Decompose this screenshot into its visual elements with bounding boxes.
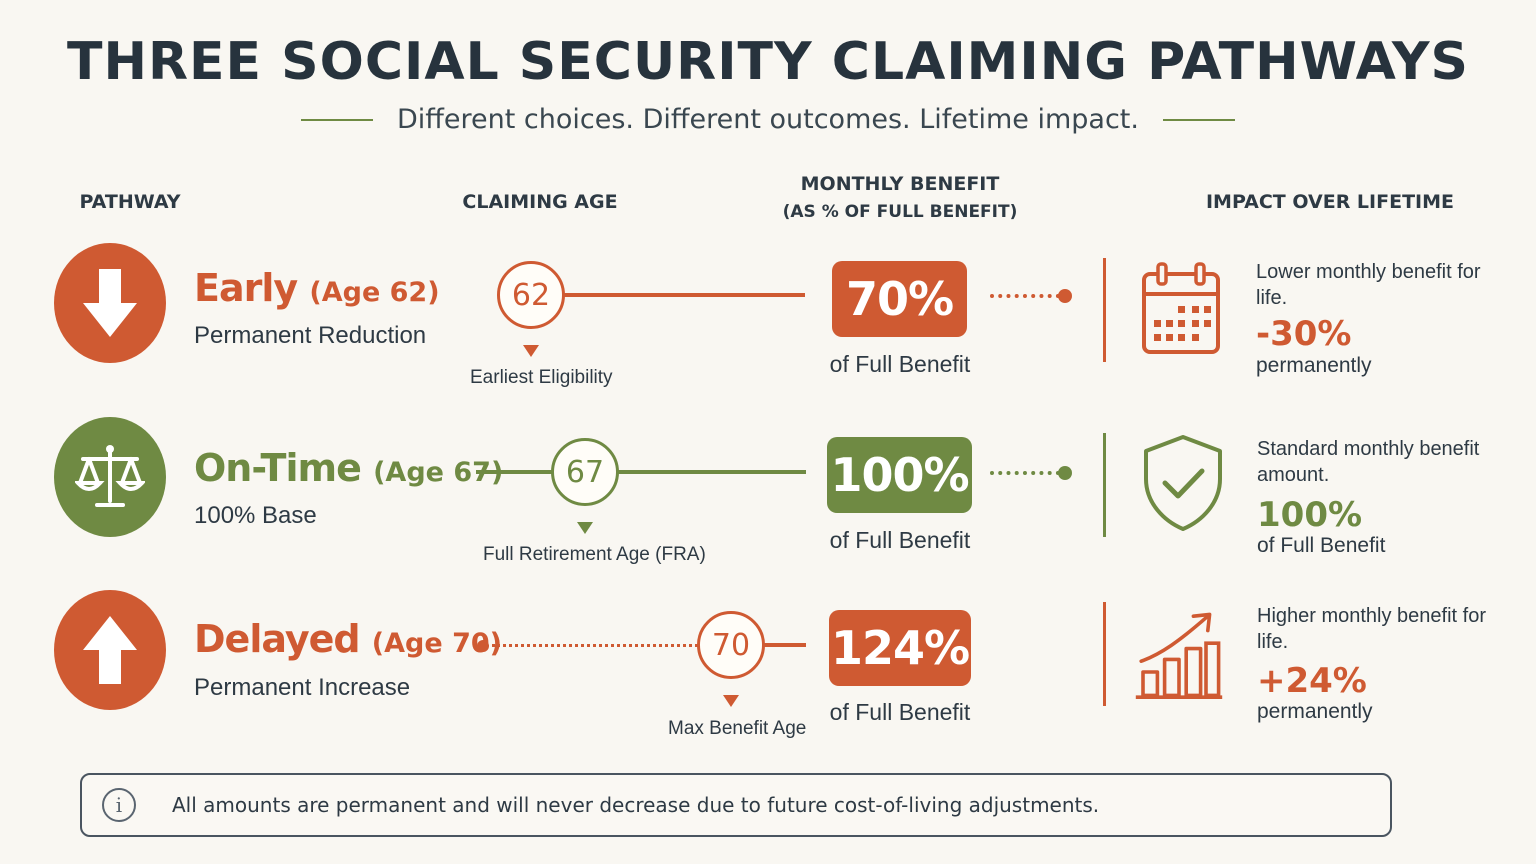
- growth-chart-icon: [1135, 612, 1223, 699]
- pathway-early-subtitle: Permanent Reduction: [194, 322, 427, 349]
- info-icon: i: [102, 788, 136, 822]
- delayed-age-line: [760, 643, 806, 647]
- page-title: THREE SOCIAL SECURITY CLAIMING PATHWAYS: [66, 32, 1470, 92]
- early-impact-text: Lower monthly benefit for life.: [1256, 261, 1481, 309]
- early-age-line: [560, 293, 805, 297]
- delayed-divider: [1103, 602, 1106, 706]
- pathway-delayed-title: Delayed (Age 70): [194, 617, 502, 661]
- delayed-percent-caption: of Full Benefit: [829, 699, 971, 725]
- ontime-age-caption: Full Retirement Age (FRA): [483, 544, 706, 565]
- pathway-early-badge: [54, 243, 166, 363]
- pathway-early-name: Early: [194, 266, 298, 310]
- delayed-marker-pointer: [723, 695, 739, 707]
- delayed-impact-text: Higher monthly benefit for life.: [1257, 605, 1487, 653]
- footer-note-text: All amounts are permanent and will never…: [172, 793, 1100, 817]
- ontime-percent-caption: of Full Benefit: [829, 527, 971, 553]
- calendar-icon: [1142, 262, 1220, 354]
- early-divider: [1103, 258, 1106, 362]
- pathway-delayed-name: Delayed: [194, 617, 361, 661]
- delayed-start-dot: [477, 640, 489, 652]
- pathway-ontime-name: On-Time: [194, 446, 362, 490]
- early-percent-box: 70%: [832, 261, 967, 337]
- pathway-early-age-label: (Age 62): [309, 277, 440, 308]
- delayed-age-marker: 70: [697, 611, 765, 679]
- early-percent-caption: of Full Benefit: [829, 351, 971, 377]
- ontime-age-line: [476, 470, 806, 474]
- delayed-impact-value: +24%: [1257, 661, 1367, 701]
- arrow-up-icon: [83, 616, 137, 684]
- scales-icon: [75, 445, 145, 507]
- subtitle-row: Different choices. Different outcomes. L…: [0, 104, 1536, 135]
- ontime-connector-dot: [1058, 466, 1072, 480]
- ontime-divider: [1103, 433, 1106, 537]
- pathway-ontime-subtitle: 100% Base: [194, 502, 317, 529]
- header-monthly-benefit-line1: MONTHLY BENEFIT: [800, 173, 1000, 195]
- early-connector-dot: [1058, 289, 1072, 303]
- delayed-age-caption: Max Benefit Age: [668, 718, 807, 739]
- pathway-delayed-badge: [54, 590, 166, 710]
- delayed-percent-box: 124%: [829, 610, 971, 686]
- pathway-ontime-badge: [54, 417, 166, 537]
- early-dotted-connector: [990, 294, 1060, 298]
- ontime-impact-tail: of Full Benefit: [1257, 534, 1386, 557]
- ontime-impact-value: 100%: [1257, 495, 1363, 535]
- early-impact-tail: permanently: [1256, 354, 1372, 377]
- ontime-age-marker: 67: [551, 438, 619, 506]
- header-monthly-benefit-line2: (AS % OF FULL BENEFIT): [782, 202, 1018, 222]
- header-pathway: PATHWAY: [79, 191, 181, 213]
- shield-check-icon: [1144, 435, 1222, 531]
- early-age-marker: 62: [497, 261, 565, 329]
- header-impact: IMPACT OVER LIFETIME: [1205, 191, 1454, 213]
- subtitle-rule-left: [301, 118, 374, 121]
- header-claiming-age: CLAIMING AGE: [462, 191, 618, 213]
- subtitle: Different choices. Different outcomes. L…: [397, 104, 1139, 135]
- subtitle-rule-right: [1162, 118, 1235, 121]
- delayed-impact-tail: permanently: [1257, 700, 1373, 723]
- ontime-percent-box: 100%: [827, 437, 972, 513]
- pathway-delayed-subtitle: Permanent Increase: [194, 674, 411, 701]
- early-impact-value: -30%: [1256, 314, 1352, 354]
- ontime-marker-pointer: [577, 522, 593, 534]
- footer-note: i All amounts are permanent and will nev…: [80, 773, 1392, 837]
- ontime-dotted-connector: [990, 471, 1060, 475]
- delayed-dotted-line: [492, 644, 698, 647]
- early-age-caption: Earliest Eligibility: [470, 367, 613, 388]
- arrow-down-icon: [83, 269, 137, 337]
- pathway-early-title: Early (Age 62): [194, 266, 440, 310]
- early-marker-pointer: [523, 345, 539, 357]
- pathway-ontime-title: On-Time (Age 67): [194, 446, 503, 490]
- ontime-impact-text: Standard monthly benefit amount.: [1257, 438, 1480, 486]
- header-monthly-benefit: MONTHLY BENEFIT (AS % OF FULL BENEFIT): [760, 170, 1040, 226]
